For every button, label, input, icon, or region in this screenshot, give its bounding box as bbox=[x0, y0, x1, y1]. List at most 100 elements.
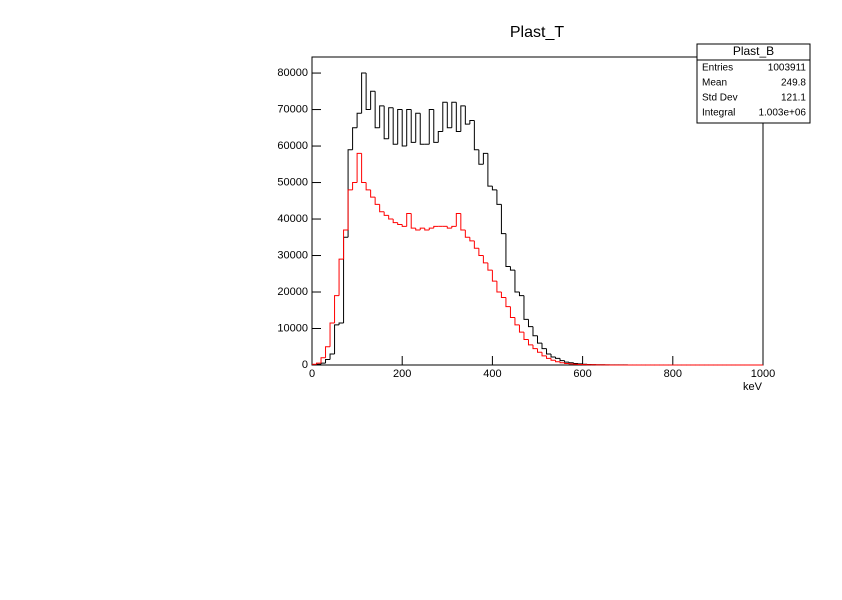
stats-value: 1003911 bbox=[768, 63, 807, 74]
histogram-bin bbox=[321, 358, 326, 363]
histogram-bin bbox=[389, 108, 394, 139]
histogram-bin bbox=[380, 204, 385, 211]
histogram-bin bbox=[461, 214, 466, 230]
x-tick-label: 200 bbox=[393, 368, 411, 380]
histogram-bin bbox=[488, 263, 493, 270]
histogram-bin bbox=[470, 120, 475, 124]
histogram-bin bbox=[470, 237, 475, 241]
histogram-bin bbox=[497, 281, 502, 292]
histogram-bin bbox=[407, 214, 412, 227]
histogram-bin bbox=[483, 256, 488, 263]
histogram-bin bbox=[533, 327, 538, 336]
histogram-bin bbox=[510, 307, 515, 318]
histogram-bin bbox=[506, 234, 511, 267]
histogram-bin bbox=[330, 354, 335, 359]
histogram-bin bbox=[515, 318, 520, 325]
histogram-bin bbox=[402, 225, 407, 227]
histogram-bin bbox=[519, 292, 524, 296]
histogram-bin bbox=[447, 102, 452, 128]
histogram-bin bbox=[479, 150, 484, 165]
histogram-bin bbox=[510, 266, 515, 270]
histogram-bin bbox=[393, 219, 398, 223]
x-tick-label: 1000 bbox=[751, 368, 775, 380]
histogram-bin bbox=[398, 110, 403, 145]
histogram-bin bbox=[538, 336, 543, 343]
histogram-bin bbox=[456, 102, 461, 131]
x-tick-label: 0 bbox=[309, 368, 315, 380]
histogram-bin bbox=[434, 110, 439, 143]
x-tick-label: 400 bbox=[483, 368, 501, 380]
histogram-bin bbox=[357, 153, 362, 182]
y-tick-label: 0 bbox=[302, 359, 308, 371]
histogram-bin bbox=[420, 228, 425, 230]
histogram-bin bbox=[330, 323, 335, 347]
histogram-bin bbox=[402, 110, 407, 146]
histogram-bin bbox=[565, 361, 570, 362]
y-tick-label: 80000 bbox=[277, 67, 308, 79]
histogram-bin bbox=[348, 150, 353, 238]
histogram-bin bbox=[524, 332, 529, 339]
histogram-bin bbox=[371, 91, 376, 109]
histogram-bin bbox=[429, 228, 434, 230]
histogram-bin bbox=[556, 357, 561, 358]
histogram-bin bbox=[326, 347, 331, 358]
histogram-bin bbox=[551, 358, 556, 360]
histogram-bin bbox=[501, 292, 506, 297]
histogram-bin bbox=[398, 223, 403, 225]
histogram-bin bbox=[519, 325, 524, 332]
histogram-bin bbox=[429, 110, 434, 145]
histogram-bin bbox=[452, 226, 457, 228]
histogram-bin bbox=[565, 363, 570, 364]
stats-value: 121.1 bbox=[781, 93, 806, 104]
histogram-bin bbox=[547, 349, 552, 354]
histogram-bin bbox=[375, 91, 380, 127]
histogram-bin bbox=[560, 358, 565, 360]
histogram-bin bbox=[438, 131, 443, 142]
x-tick-label: 800 bbox=[664, 368, 682, 380]
histogram-bin bbox=[461, 106, 466, 132]
stats-value: 249.8 bbox=[781, 78, 806, 89]
y-tick-label: 50000 bbox=[277, 176, 308, 188]
y-tick-label: 70000 bbox=[277, 103, 308, 115]
y-tick-label: 10000 bbox=[277, 322, 308, 334]
y-tick-label: 40000 bbox=[277, 213, 308, 225]
histogram-bin bbox=[547, 356, 552, 359]
histogram-bin bbox=[488, 153, 493, 186]
histogram-bin bbox=[344, 230, 349, 259]
histogram-bin bbox=[556, 360, 561, 361]
histogram-bin bbox=[425, 228, 430, 230]
stats-label: Mean bbox=[702, 78, 727, 89]
histogram-bin bbox=[407, 110, 412, 146]
histogram-bin bbox=[474, 241, 479, 248]
histogram-bin bbox=[366, 73, 371, 109]
stats-label: Entries bbox=[702, 63, 733, 74]
histogram-bin bbox=[321, 363, 326, 364]
histogram-bin bbox=[551, 354, 556, 357]
histogram-bin bbox=[515, 270, 520, 292]
y-tick-label: 20000 bbox=[277, 286, 308, 298]
histogram-bin bbox=[326, 360, 331, 364]
histogram-bin bbox=[339, 323, 344, 325]
histogram-bin bbox=[574, 363, 579, 364]
histogram-bin bbox=[465, 106, 470, 124]
histogram-bin bbox=[416, 228, 421, 230]
histogram-bin bbox=[528, 339, 533, 344]
x-axis-label: keV bbox=[743, 381, 763, 393]
stats-label: Integral bbox=[702, 108, 735, 119]
histogram-bin bbox=[479, 248, 484, 255]
histogram-bin bbox=[452, 102, 457, 128]
histogram-bin bbox=[420, 113, 425, 144]
histogram-bin bbox=[492, 186, 497, 190]
histogram-bin bbox=[528, 319, 533, 326]
histogram-bin bbox=[384, 106, 389, 139]
histogram-bin bbox=[357, 113, 362, 128]
stats-value: 1.003e+06 bbox=[758, 108, 806, 119]
histogram-bin bbox=[447, 226, 452, 228]
histogram-bin bbox=[501, 204, 506, 233]
histogram-bin bbox=[506, 297, 511, 306]
histogram-bin bbox=[497, 190, 502, 205]
histogram-bin bbox=[416, 113, 421, 142]
chart-title: Plast_T bbox=[510, 24, 564, 41]
histogram-bin bbox=[542, 343, 547, 348]
